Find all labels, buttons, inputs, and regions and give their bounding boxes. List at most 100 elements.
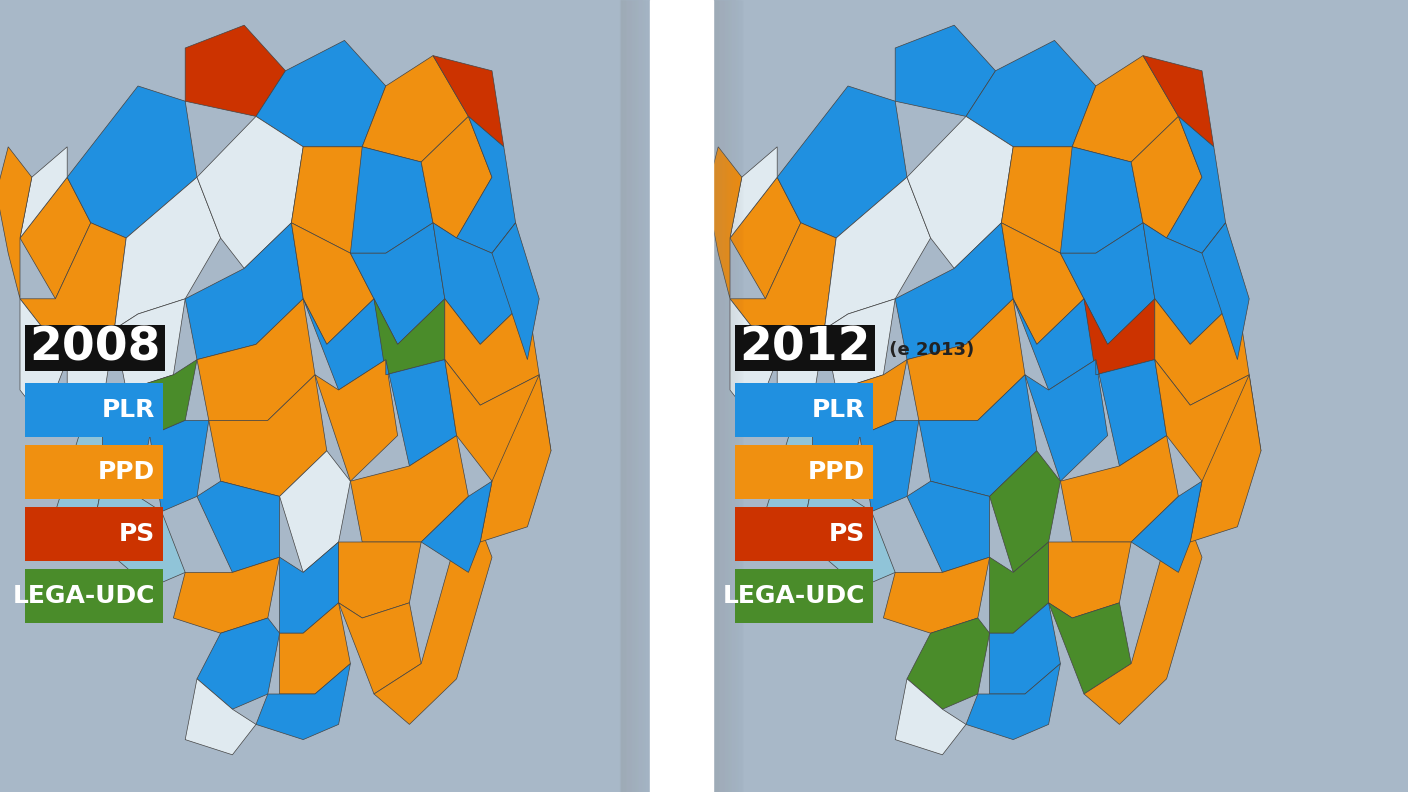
Polygon shape (1084, 497, 1202, 725)
Polygon shape (707, 147, 742, 299)
Polygon shape (256, 40, 386, 147)
Text: PPD: PPD (808, 460, 865, 484)
Polygon shape (1143, 55, 1214, 147)
Polygon shape (303, 299, 386, 390)
Polygon shape (434, 55, 504, 147)
Polygon shape (186, 25, 286, 116)
Polygon shape (895, 25, 995, 116)
Polygon shape (1060, 147, 1143, 253)
Polygon shape (351, 223, 445, 345)
Polygon shape (421, 116, 491, 238)
Polygon shape (907, 116, 1014, 268)
Polygon shape (883, 558, 990, 633)
Text: 2008: 2008 (30, 326, 161, 371)
Polygon shape (1143, 223, 1238, 345)
Polygon shape (1155, 360, 1262, 482)
Polygon shape (197, 299, 315, 421)
Polygon shape (1167, 116, 1225, 253)
Polygon shape (990, 542, 1049, 633)
Polygon shape (1155, 299, 1249, 406)
Polygon shape (990, 451, 1060, 573)
Polygon shape (777, 329, 825, 436)
Text: LEGA-UDC: LEGA-UDC (13, 584, 155, 608)
Polygon shape (280, 451, 351, 573)
Polygon shape (375, 299, 445, 375)
Polygon shape (895, 223, 1014, 360)
Polygon shape (20, 177, 90, 299)
Bar (25, 569, 163, 623)
Text: (e 2013): (e 2013) (883, 341, 974, 359)
Polygon shape (729, 147, 777, 238)
Polygon shape (766, 406, 812, 542)
Polygon shape (445, 299, 539, 406)
Polygon shape (208, 375, 327, 497)
Polygon shape (127, 360, 197, 436)
Polygon shape (20, 147, 68, 238)
Bar (735, 445, 873, 499)
Polygon shape (729, 299, 777, 421)
Polygon shape (114, 177, 221, 329)
Polygon shape (907, 618, 990, 709)
Polygon shape (812, 390, 860, 497)
Polygon shape (421, 482, 491, 573)
Polygon shape (338, 603, 421, 694)
Polygon shape (1001, 147, 1095, 253)
Polygon shape (966, 40, 1095, 147)
Polygon shape (256, 664, 351, 740)
Bar (25, 445, 163, 499)
Text: PS: PS (118, 522, 155, 546)
Polygon shape (315, 360, 397, 482)
Text: PPD: PPD (99, 460, 155, 484)
Polygon shape (386, 360, 456, 466)
Polygon shape (1025, 360, 1108, 482)
Polygon shape (55, 406, 103, 542)
Polygon shape (801, 482, 895, 588)
Polygon shape (825, 177, 931, 329)
Polygon shape (173, 558, 280, 633)
Polygon shape (491, 223, 539, 360)
Polygon shape (291, 223, 375, 345)
Bar (25, 325, 165, 371)
Polygon shape (729, 223, 836, 360)
Bar (735, 383, 873, 437)
Polygon shape (0, 147, 32, 299)
Text: LEGA-UDC: LEGA-UDC (722, 584, 865, 608)
Text: PS: PS (829, 522, 865, 546)
Polygon shape (103, 390, 149, 497)
Polygon shape (20, 299, 68, 421)
Polygon shape (480, 375, 551, 542)
Polygon shape (351, 436, 469, 542)
Polygon shape (20, 223, 127, 360)
Bar (735, 325, 874, 371)
Polygon shape (1049, 542, 1131, 618)
Polygon shape (1060, 223, 1155, 345)
Text: 2012: 2012 (739, 326, 870, 371)
Polygon shape (1073, 55, 1178, 162)
Polygon shape (825, 299, 895, 390)
Polygon shape (729, 177, 801, 299)
Bar (25, 507, 163, 561)
Polygon shape (1084, 299, 1155, 375)
Polygon shape (1014, 299, 1095, 390)
Polygon shape (1095, 360, 1167, 466)
Polygon shape (197, 618, 280, 709)
Polygon shape (966, 664, 1060, 740)
Polygon shape (114, 299, 186, 390)
Polygon shape (362, 55, 469, 162)
Text: PLR: PLR (101, 398, 155, 422)
Polygon shape (291, 147, 386, 253)
Polygon shape (907, 299, 1025, 421)
Polygon shape (1001, 223, 1084, 345)
Polygon shape (280, 603, 351, 694)
Polygon shape (445, 360, 551, 482)
Polygon shape (1049, 603, 1131, 694)
Polygon shape (434, 223, 528, 345)
Polygon shape (68, 86, 197, 238)
Polygon shape (895, 679, 966, 755)
Polygon shape (1131, 482, 1202, 573)
Polygon shape (197, 116, 303, 268)
Polygon shape (1190, 375, 1262, 542)
Polygon shape (90, 482, 186, 588)
Polygon shape (919, 375, 1036, 497)
Polygon shape (860, 421, 919, 512)
